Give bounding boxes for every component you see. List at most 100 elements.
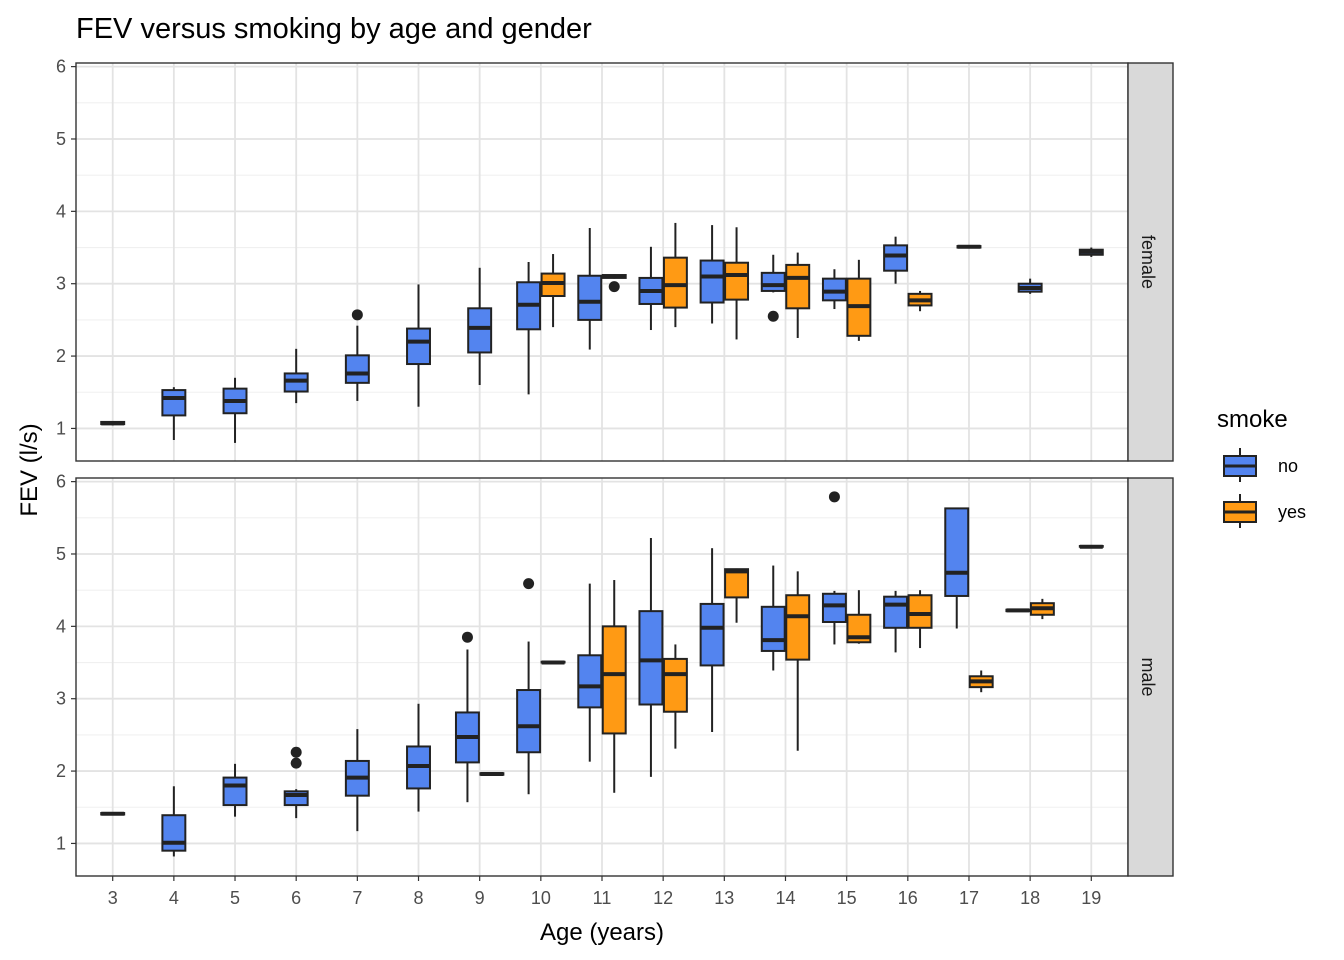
box-no-age-13	[699, 548, 725, 732]
box-no-age-3	[100, 811, 126, 816]
box-no-age-17	[956, 244, 982, 249]
box-yes-age-11	[601, 274, 627, 293]
outlier-point	[461, 631, 473, 643]
box-no-age-17	[944, 507, 970, 629]
x-tick-label: 8	[414, 888, 424, 908]
outlier-point	[828, 491, 840, 503]
x-tick-label: 9	[475, 888, 485, 908]
box-no-age-15	[821, 269, 847, 310]
box-yes-age-15	[846, 590, 872, 644]
y-axis-title: FEV (l/s)	[16, 423, 43, 516]
box-yes-age-14	[785, 252, 811, 338]
x-tick-label: 17	[959, 888, 979, 908]
box-yes-age-11	[601, 580, 627, 793]
box-iqr	[467, 307, 493, 354]
legend-keys: no yes	[1223, 448, 1306, 528]
box-yes-age-15	[846, 259, 872, 341]
x-tick-label: 14	[775, 888, 795, 908]
box-iqr	[944, 507, 970, 597]
x-tick-label: 18	[1020, 888, 1040, 908]
chart-title: FEV versus smoking by age and gender	[76, 13, 592, 45]
x-tick-label: 11	[593, 888, 612, 908]
y-tick-label: 1	[56, 418, 66, 438]
box-no-age-14	[760, 254, 786, 322]
box-iqr	[601, 625, 627, 735]
box-no-age-11	[577, 227, 603, 350]
strip-label-male: male	[1138, 657, 1158, 696]
box-no-age-8	[406, 703, 431, 812]
outlier-point	[767, 310, 779, 322]
x-tick-label: 10	[531, 888, 551, 908]
box-iqr	[883, 595, 909, 629]
box-iqr	[344, 354, 370, 384]
box-no-age-9	[467, 267, 493, 386]
box-no-age-7	[344, 309, 370, 401]
box-no-age-16	[883, 236, 909, 284]
box-iqr	[577, 274, 603, 321]
x-tick-label: 3	[108, 888, 118, 908]
box-no-age-4	[161, 786, 187, 857]
y-axis-ticks: 1 2 3 4 5 6	[56, 57, 76, 438]
box-yes-age-13	[724, 227, 750, 340]
legend: smoke no yes	[1217, 406, 1306, 528]
box-iqr	[662, 256, 688, 309]
box-no-age-8	[406, 284, 431, 407]
box-no-age-5	[222, 377, 248, 443]
x-tick-label: 5	[230, 888, 240, 908]
box-iqr	[724, 568, 750, 599]
box-iqr	[222, 776, 248, 807]
box-yes-age-17	[968, 670, 994, 693]
strip-label-female: female	[1138, 235, 1158, 289]
box-iqr	[821, 592, 847, 624]
y-tick-label: 3	[56, 274, 66, 294]
box-iqr	[883, 244, 909, 272]
box-no-age-12	[638, 246, 664, 331]
legend-key-no: no	[1223, 448, 1298, 482]
panel-male: 1 2 3 4 5 6 male	[56, 472, 1174, 877]
box-iqr	[907, 594, 933, 629]
x-tick-label: 6	[291, 888, 301, 908]
box-yes-age-16	[907, 290, 933, 312]
box-no-age-19	[1078, 544, 1104, 549]
x-tick-label: 16	[898, 888, 918, 908]
box-no-age-14	[760, 565, 786, 671]
box-no-age-11	[577, 583, 603, 762]
box-no-age-9	[454, 631, 480, 803]
box-iqr	[699, 259, 725, 304]
y-tick-label: 4	[56, 201, 66, 221]
x-tick-label: 12	[653, 888, 673, 908]
x-tick-label: 4	[169, 888, 179, 908]
y-axis-ticks: 1 2 3 4 5 6	[56, 472, 76, 853]
x-tick-label: 13	[714, 888, 734, 908]
box-iqr	[785, 263, 811, 310]
box-yes-age-13	[724, 568, 750, 623]
box-no-age-10	[516, 578, 542, 795]
y-tick-label: 1	[56, 833, 66, 853]
box-iqr	[638, 610, 664, 706]
box-yes-age-10	[540, 660, 566, 665]
box-no-age-13	[699, 225, 725, 324]
box-iqr	[161, 814, 187, 852]
x-axis-ticks: 3 4 5 6 7 8 9 10 11 12 13 14 15 16 17 18 19	[108, 876, 1101, 908]
box-no-age-5	[222, 763, 248, 817]
y-tick-label: 6	[56, 57, 66, 77]
outlier-point	[290, 757, 302, 769]
y-tick-label: 5	[56, 544, 66, 564]
y-tick-label: 6	[56, 472, 66, 492]
y-tick-label: 2	[56, 761, 66, 781]
y-tick-label: 4	[56, 616, 66, 636]
legend-title: smoke	[1217, 406, 1288, 433]
legend-label-no: no	[1278, 456, 1298, 476]
box-series	[100, 491, 1104, 857]
box-iqr	[516, 689, 542, 754]
box-no-age-4	[161, 387, 187, 441]
legend-label-yes: yes	[1278, 502, 1306, 522]
x-tick-label: 15	[837, 888, 857, 908]
box-no-age-3	[100, 420, 126, 426]
box-iqr	[699, 602, 725, 667]
box-no-age-16	[883, 590, 909, 653]
box-yes-age-14	[785, 571, 811, 751]
y-tick-label: 2	[56, 346, 66, 366]
box-no-age-12	[638, 538, 664, 777]
box-yes-age-16	[907, 590, 933, 649]
